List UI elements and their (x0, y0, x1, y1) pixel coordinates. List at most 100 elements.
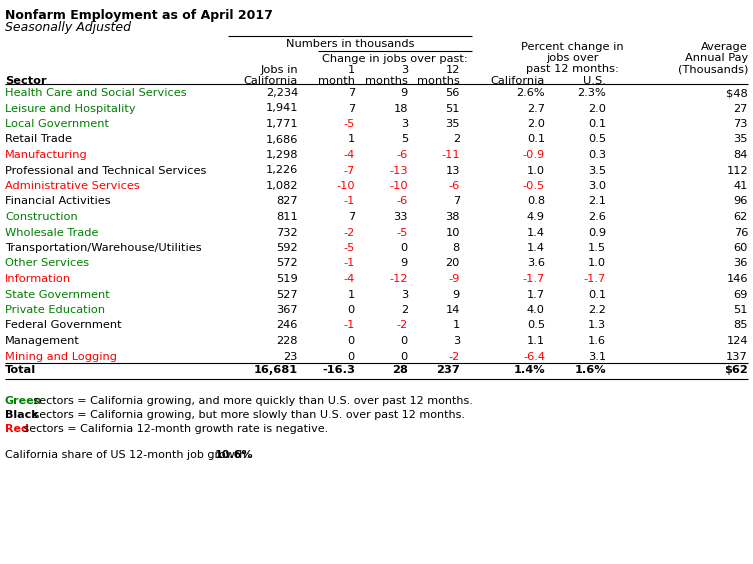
Text: 3: 3 (453, 336, 460, 346)
Text: -11: -11 (441, 150, 460, 160)
Text: 3: 3 (401, 119, 408, 129)
Text: -6.4: -6.4 (523, 351, 545, 362)
Text: 9: 9 (401, 258, 408, 268)
Text: 1,771: 1,771 (265, 119, 298, 129)
Text: 3.5: 3.5 (588, 165, 606, 175)
Text: -4: -4 (344, 150, 355, 160)
Text: -16.3: -16.3 (322, 365, 355, 375)
Text: 27: 27 (733, 104, 748, 113)
Text: 73: 73 (733, 119, 748, 129)
Text: 69: 69 (733, 289, 748, 299)
Text: Federal Government: Federal Government (5, 320, 122, 331)
Text: past 12 months:: past 12 months: (526, 64, 618, 74)
Text: 1: 1 (348, 289, 355, 299)
Text: -5: -5 (397, 227, 408, 237)
Text: Seasonally Adjusted: Seasonally Adjusted (5, 21, 131, 34)
Text: $62: $62 (724, 365, 748, 375)
Text: 0.9: 0.9 (588, 227, 606, 237)
Text: jobs over: jobs over (546, 53, 598, 63)
Text: 1,226: 1,226 (266, 165, 298, 175)
Text: -5: -5 (343, 119, 355, 129)
Text: sectors = California growing, but more slowly than U.S. over past 12 months.: sectors = California growing, but more s… (31, 411, 465, 421)
Text: Construction: Construction (5, 212, 78, 222)
Text: 0: 0 (401, 243, 408, 253)
Text: 2.7: 2.7 (527, 104, 545, 113)
Text: -7: -7 (343, 165, 355, 175)
Text: 0.1: 0.1 (588, 289, 606, 299)
Text: 1.1: 1.1 (527, 336, 545, 346)
Text: 3.6: 3.6 (527, 258, 545, 268)
Text: 51: 51 (446, 104, 460, 113)
Text: 41: 41 (733, 181, 748, 191)
Text: 1,686: 1,686 (266, 134, 298, 144)
Text: 62: 62 (733, 212, 748, 222)
Text: 2.6: 2.6 (588, 212, 606, 222)
Text: 4.9: 4.9 (527, 212, 545, 222)
Text: 3: 3 (401, 65, 408, 75)
Text: -6: -6 (397, 196, 408, 206)
Text: 36: 36 (733, 258, 748, 268)
Text: (Thousands): (Thousands) (678, 64, 748, 74)
Text: 9: 9 (453, 289, 460, 299)
Text: Annual Pay: Annual Pay (684, 53, 748, 63)
Text: 0: 0 (401, 351, 408, 362)
Text: 56: 56 (446, 88, 460, 98)
Text: Retail Trade: Retail Trade (5, 134, 72, 144)
Text: -2: -2 (449, 351, 460, 362)
Text: 0: 0 (348, 336, 355, 346)
Text: 35: 35 (446, 119, 460, 129)
Text: State Government: State Government (5, 289, 110, 299)
Text: -0.5: -0.5 (523, 181, 545, 191)
Text: Manufacturing: Manufacturing (5, 150, 88, 160)
Text: U.S.: U.S. (583, 76, 606, 86)
Text: sectors = California growing, and more quickly than U.S. over past 12 months.: sectors = California growing, and more q… (31, 396, 474, 407)
Text: -5: -5 (343, 243, 355, 253)
Text: Total: Total (5, 365, 36, 375)
Text: Percent change in: Percent change in (520, 42, 623, 52)
Text: California: California (244, 76, 298, 86)
Text: 16,681: 16,681 (254, 365, 298, 375)
Text: Jobs in: Jobs in (261, 65, 298, 75)
Text: 1: 1 (348, 134, 355, 144)
Text: 2.0: 2.0 (588, 104, 606, 113)
Text: 18: 18 (394, 104, 408, 113)
Text: 38: 38 (446, 212, 460, 222)
Text: -1: -1 (343, 196, 355, 206)
Text: Local Government: Local Government (5, 119, 109, 129)
Text: 23: 23 (284, 351, 298, 362)
Text: Other Services: Other Services (5, 258, 89, 268)
Text: 9: 9 (401, 88, 408, 98)
Text: -10: -10 (389, 181, 408, 191)
Text: Wholesale Trade: Wholesale Trade (5, 227, 99, 237)
Text: Sector: Sector (5, 76, 47, 86)
Text: -1.7: -1.7 (523, 274, 545, 284)
Text: months: months (417, 76, 460, 86)
Text: 2.0: 2.0 (527, 119, 545, 129)
Text: 0.8: 0.8 (527, 196, 545, 206)
Text: 33: 33 (394, 212, 408, 222)
Text: 124: 124 (727, 336, 748, 346)
Text: -6: -6 (449, 181, 460, 191)
Text: 0: 0 (348, 305, 355, 315)
Text: 732: 732 (276, 227, 298, 237)
Text: 1,298: 1,298 (266, 150, 298, 160)
Text: Green: Green (5, 396, 42, 407)
Text: 1,082: 1,082 (266, 181, 298, 191)
Text: 2.2: 2.2 (588, 305, 606, 315)
Text: Leisure and Hospitality: Leisure and Hospitality (5, 104, 136, 113)
Text: 0.5: 0.5 (588, 134, 606, 144)
Text: -1: -1 (343, 258, 355, 268)
Text: 1: 1 (348, 65, 355, 75)
Text: 1.4: 1.4 (527, 243, 545, 253)
Text: Professional and Technical Services: Professional and Technical Services (5, 165, 206, 175)
Text: 2.3%: 2.3% (578, 88, 606, 98)
Text: Management: Management (5, 336, 80, 346)
Text: 51: 51 (733, 305, 748, 315)
Text: 2,234: 2,234 (266, 88, 298, 98)
Text: 2.6%: 2.6% (517, 88, 545, 98)
Text: -13: -13 (389, 165, 408, 175)
Text: Mining and Logging: Mining and Logging (5, 351, 117, 362)
Text: 2: 2 (453, 134, 460, 144)
Text: -1: -1 (343, 320, 355, 331)
Text: 7: 7 (348, 212, 355, 222)
